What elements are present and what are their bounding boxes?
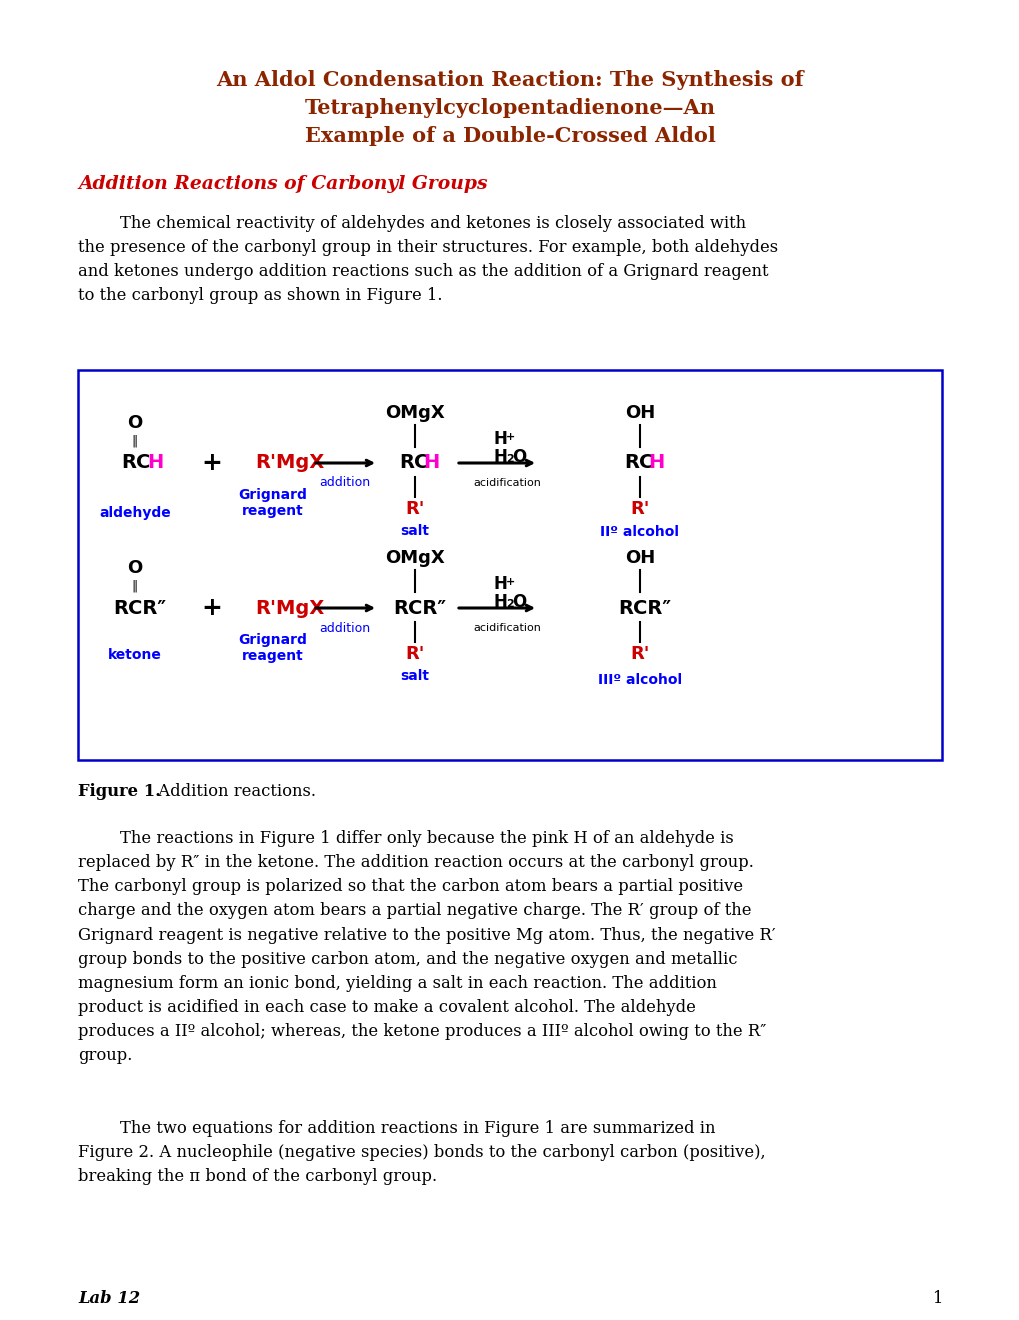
- Text: H: H: [493, 447, 507, 466]
- Text: RC: RC: [121, 454, 150, 473]
- Text: H: H: [493, 593, 507, 611]
- Text: 2: 2: [505, 599, 514, 609]
- Text: +: +: [202, 451, 222, 475]
- Text: Example of a Double-Crossed Aldol: Example of a Double-Crossed Aldol: [305, 125, 714, 147]
- Text: Addition reactions.: Addition reactions.: [153, 783, 316, 800]
- Text: addition: addition: [319, 477, 370, 490]
- Text: H: H: [147, 454, 163, 473]
- Text: +: +: [505, 432, 515, 442]
- Text: reagent: reagent: [242, 649, 304, 663]
- Text: Grignard: Grignard: [238, 634, 307, 647]
- Bar: [77, 370, 942, 760]
- Text: IIIº alcohol: IIIº alcohol: [597, 673, 682, 686]
- Text: Figure 1.: Figure 1.: [77, 783, 161, 800]
- Text: acidification: acidification: [473, 478, 540, 488]
- Text: RC: RC: [624, 454, 653, 473]
- Text: Grignard: Grignard: [238, 488, 307, 502]
- Text: salt: salt: [400, 524, 429, 539]
- Text: H: H: [493, 430, 507, 447]
- Text: OMgX: OMgX: [385, 404, 444, 422]
- Text: OH: OH: [625, 404, 654, 422]
- Text: H: H: [423, 454, 439, 473]
- Text: The chemical reactivity of aldehydes and ketones is closely associated with
the : The chemical reactivity of aldehydes and…: [77, 215, 777, 305]
- Text: Tetraphenylcyclopentadienone—An: Tetraphenylcyclopentadienone—An: [305, 98, 714, 117]
- Text: Addition Reactions of Carbonyl Groups: Addition Reactions of Carbonyl Groups: [77, 176, 487, 193]
- Text: IIº alcohol: IIº alcohol: [600, 525, 679, 539]
- Text: R': R': [630, 500, 649, 517]
- Text: OMgX: OMgX: [385, 549, 444, 568]
- Text: R'MgX: R'MgX: [255, 454, 324, 473]
- Text: OH: OH: [625, 549, 654, 568]
- Text: An Aldol Condensation Reaction: The Synthesis of: An Aldol Condensation Reaction: The Synt…: [216, 70, 803, 90]
- Text: ketone: ketone: [108, 648, 162, 663]
- Text: O: O: [512, 593, 526, 611]
- Text: RCR″: RCR″: [618, 598, 671, 618]
- Text: R': R': [405, 500, 424, 517]
- Text: ‖: ‖: [131, 434, 138, 447]
- Text: O: O: [127, 414, 143, 432]
- Text: The reactions in Figure 1 differ only because the pink H of an aldehyde is
repla: The reactions in Figure 1 differ only be…: [77, 830, 774, 1064]
- Text: R': R': [630, 645, 649, 663]
- Text: The two equations for addition reactions in Figure 1 are summarized in
Figure 2.: The two equations for addition reactions…: [77, 1119, 765, 1185]
- Text: O: O: [512, 447, 526, 466]
- Text: reagent: reagent: [242, 504, 304, 517]
- Text: addition: addition: [319, 622, 370, 635]
- Text: O: O: [127, 558, 143, 577]
- Text: +: +: [202, 597, 222, 620]
- Text: RCR″: RCR″: [113, 598, 166, 618]
- Text: R'MgX: R'MgX: [255, 598, 324, 618]
- Text: aldehyde: aldehyde: [99, 506, 171, 520]
- Text: +: +: [505, 577, 515, 587]
- Text: H: H: [493, 576, 507, 593]
- Text: acidification: acidification: [473, 623, 540, 634]
- Text: RC: RC: [398, 454, 428, 473]
- Text: R': R': [405, 645, 424, 663]
- Text: ‖: ‖: [131, 579, 138, 593]
- Text: 1: 1: [930, 1290, 942, 1307]
- Text: salt: salt: [400, 669, 429, 682]
- Text: RCR″: RCR″: [392, 598, 445, 618]
- Text: 2: 2: [505, 454, 514, 465]
- Text: H: H: [647, 454, 663, 473]
- Text: Lab 12: Lab 12: [77, 1290, 140, 1307]
